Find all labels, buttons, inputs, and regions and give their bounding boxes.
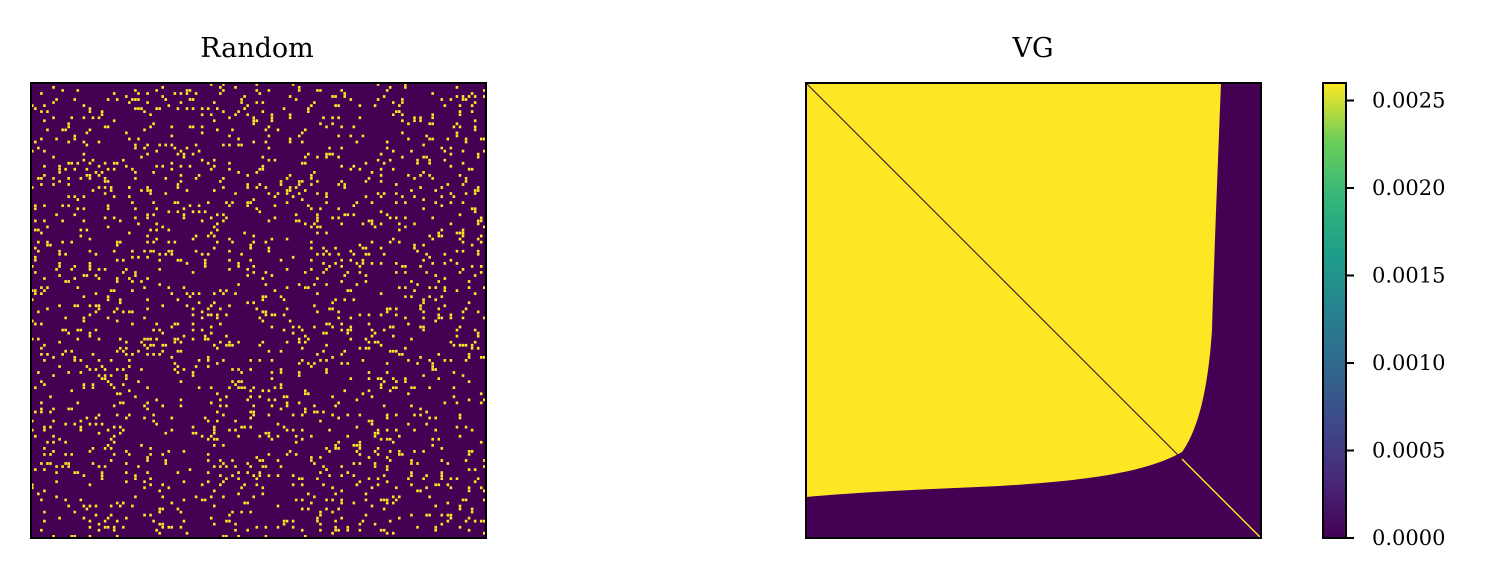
vg-title: VG	[1011, 33, 1053, 64]
colorbar-gradient	[1323, 83, 1346, 538]
random-heatmap-cells	[31, 83, 486, 538]
random-axes-frame	[30, 82, 487, 539]
colorbar-tick-label: 0.0000	[1372, 526, 1445, 550]
colorbar: 0.0000 0.0005 0.0010 0.0015 0.0020 0.0025	[1322, 82, 1445, 550]
colorbar-tick-label: 0.0025	[1372, 89, 1445, 113]
vg-diagonal-line-tail	[1181, 458, 1261, 538]
random-heatmap-cell-group	[31, 83, 486, 538]
vg-axes-frame	[805, 82, 1262, 539]
random-heatmap-background	[31, 83, 486, 538]
colorbar-frame	[1322, 82, 1347, 539]
random-panel: Random	[30, 33, 487, 539]
colorbar-tick-label: 0.0020	[1372, 176, 1445, 200]
colorbar-tick-label: 0.0010	[1372, 351, 1445, 375]
colorbar-tick-label: 0.0005	[1372, 439, 1445, 463]
vg-panel: VG	[805, 33, 1262, 539]
random-title: Random	[200, 33, 314, 64]
colorbar-ticks: 0.0000 0.0005 0.0010 0.0015 0.0020 0.0025	[1346, 89, 1445, 550]
colorbar-tick-label: 0.0015	[1372, 264, 1445, 288]
